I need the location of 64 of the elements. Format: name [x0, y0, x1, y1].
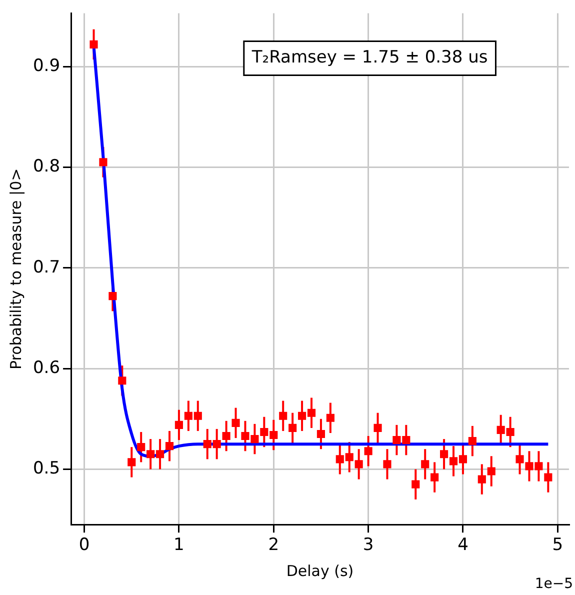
point	[156, 450, 164, 458]
point	[118, 376, 126, 385]
y-tick-label: 0.5	[32, 458, 60, 479]
point	[478, 475, 486, 484]
annotation: T₂Ramsey = 1.75 ± 0.38 us	[250, 48, 488, 68]
point	[354, 460, 363, 468]
y-tick-label: 0.8	[32, 156, 60, 177]
point	[260, 428, 268, 436]
point	[516, 455, 524, 464]
y-tick-label: 0.7	[32, 257, 60, 278]
point	[525, 462, 534, 470]
y-tick-label: 0.9	[32, 56, 60, 76]
point	[298, 412, 306, 420]
point	[146, 450, 155, 458]
point	[165, 442, 174, 450]
point	[316, 430, 325, 438]
point	[108, 292, 117, 300]
point	[336, 455, 344, 464]
point	[222, 432, 230, 440]
point	[279, 412, 288, 420]
point	[232, 418, 240, 427]
y-tick-label: 0.6	[32, 358, 60, 378]
x-tick-label: 3	[362, 535, 374, 556]
point	[184, 412, 192, 420]
point	[270, 430, 278, 440]
point	[212, 440, 221, 448]
point	[392, 436, 401, 444]
point	[374, 424, 382, 432]
x-tick-label: 0	[78, 535, 90, 556]
point	[458, 455, 468, 464]
point	[412, 480, 420, 488]
point	[90, 40, 98, 48]
point	[194, 412, 202, 420]
point	[449, 457, 458, 466]
point	[203, 440, 212, 448]
y-axis-title: Probability to measure |0>	[6, 168, 25, 370]
point	[364, 447, 372, 456]
point	[288, 424, 297, 432]
point	[430, 473, 439, 482]
point	[307, 408, 316, 417]
point	[496, 426, 505, 434]
point	[468, 437, 476, 446]
point	[421, 460, 430, 468]
x-tick-label: 1	[174, 535, 184, 556]
point	[544, 473, 552, 482]
point	[506, 428, 514, 436]
point	[487, 467, 496, 476]
point	[241, 432, 250, 440]
point	[128, 458, 136, 466]
x-axis-title: Delay (s)	[286, 562, 354, 580]
point	[402, 436, 410, 444]
point	[534, 462, 543, 470]
point	[174, 420, 183, 429]
point	[440, 450, 448, 458]
point	[326, 414, 334, 422]
point	[137, 443, 146, 452]
x-tick-label: 5	[552, 535, 564, 556]
text: 1e−5	[534, 576, 573, 592]
point	[250, 434, 259, 444]
x-tick-label: 4	[458, 535, 468, 556]
point	[345, 453, 354, 462]
point	[99, 158, 108, 166]
point	[383, 460, 392, 468]
x-tick-label: 2	[268, 535, 280, 556]
